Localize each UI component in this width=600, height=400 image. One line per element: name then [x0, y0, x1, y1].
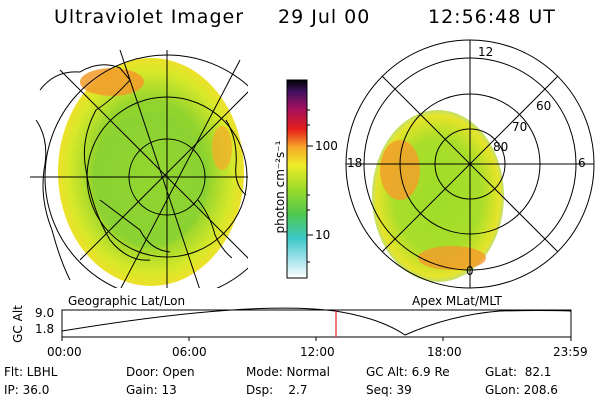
apex-caption: Apex MLat/MLT [412, 294, 502, 308]
altitude-xtick-0600: 06:00 [172, 345, 207, 359]
geographic-map [30, 50, 248, 288]
altitude-xtick-0000: 00:00 [47, 345, 82, 359]
colorbar-tick-100: 100 [315, 139, 338, 153]
mlt-label-0: 0 [466, 264, 474, 278]
altitude-xtick-1800: 18:00 [427, 345, 462, 359]
gain-info: Gain: 13 [126, 383, 177, 397]
altitude-xtick-2359: 23:59 [553, 345, 588, 359]
seq-info: Seq: 39 [366, 383, 412, 397]
altitude-xtick-1200: 12:00 [300, 345, 335, 359]
geographic-caption: Geographic Lat/Lon [68, 294, 186, 308]
altitude-ytick-high: 9.0 [35, 306, 55, 320]
altitude-ytick-low: 1.8 [35, 322, 55, 336]
colorbar-tick-10: 10 [315, 228, 331, 242]
time-label: 12:56:48 UT [428, 6, 556, 28]
filter-info: Flt: LBHL [4, 365, 58, 379]
dsp-info: Dsp: 2.7 [246, 383, 308, 397]
ip-info: IP: 36.0 [4, 383, 50, 397]
mlt-label-18: 18 [347, 156, 363, 170]
glat-info: GLat: 82.1 [485, 365, 552, 379]
mlt-label-12: 12 [478, 45, 494, 59]
altitude-plot [61, 307, 572, 341]
colorbar [286, 79, 313, 279]
altitude-ylabel: GC Alt [11, 305, 25, 343]
colorbar-unit-label: photon cm⁻²s⁻¹ [273, 140, 287, 234]
gc-alt-info: GC Alt: 6.9 Re [366, 365, 450, 379]
mlat-label-60: 60 [536, 99, 552, 113]
glon-info: GLon: 208.6 [485, 383, 558, 397]
app-title: Ultraviolet Imager [54, 6, 245, 28]
mlat-label-70: 70 [512, 120, 528, 134]
mlat-label-80: 80 [493, 140, 509, 154]
door-info: Door: Open [126, 365, 195, 379]
date-label: 29 Jul 00 [278, 6, 371, 28]
apex-polar-map [345, 39, 595, 289]
mlt-label-6: 6 [578, 156, 586, 170]
mode-info: Mode: Normal [246, 365, 330, 379]
